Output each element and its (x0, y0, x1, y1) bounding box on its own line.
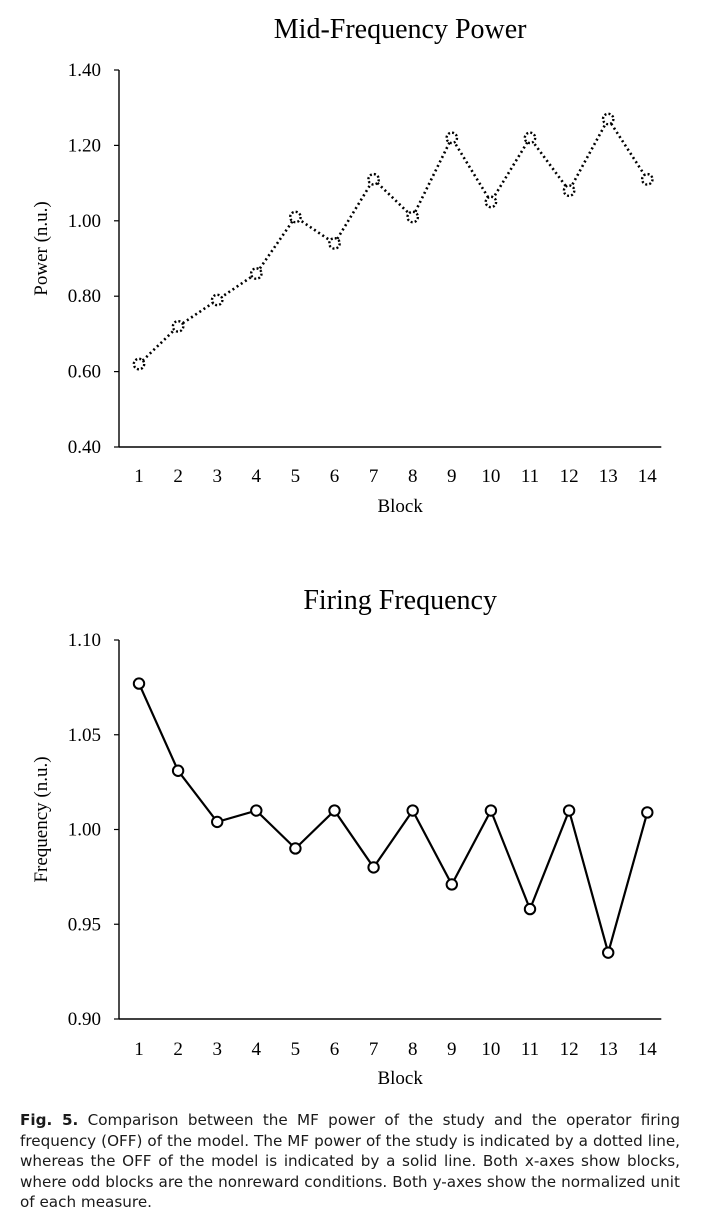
caption-text: Comparison between the MF power of the s… (20, 1111, 680, 1211)
data-point (445, 131, 459, 145)
x-tick-label: 12 (560, 1039, 579, 1060)
x-tick-label: 14 (638, 1039, 658, 1060)
data-point (132, 677, 146, 690)
y-tick-label: 1.40 (68, 60, 101, 81)
x-tick-label: 14 (638, 466, 658, 487)
chart-1: Mid-Frequency Power 0.40 0.60 0.80 1.00 1.20 1… (31, 14, 662, 517)
data-point (249, 267, 263, 280)
data-point (523, 131, 537, 145)
x-axis-label: Block (377, 496, 423, 517)
data-point (406, 804, 419, 817)
x-tick-label: 1 (134, 466, 144, 487)
data-point (210, 293, 224, 307)
data-point (641, 806, 654, 819)
data-point (640, 172, 654, 186)
y-tick-label: 1.00 (68, 211, 101, 232)
y-tick-label: 0.95 (68, 914, 101, 935)
chart-title: Firing Frequency (303, 585, 497, 616)
y-axis-label: Power (n.u.) (31, 201, 52, 295)
data-point (289, 842, 302, 855)
data-point (602, 946, 615, 959)
data-point (484, 195, 498, 209)
y-tick-label: 0.90 (68, 1009, 101, 1030)
y-tick-label: 0.80 (68, 286, 101, 307)
y-tick-label: 1.00 (68, 820, 101, 841)
x-tick-label: 13 (599, 466, 618, 487)
x-tick-label: 6 (330, 466, 340, 487)
x-tick-label: 11 (521, 1039, 539, 1060)
x-tick-label: 4 (252, 1039, 262, 1060)
data-point (328, 237, 341, 250)
x-tick-label: 10 (481, 466, 500, 487)
x-tick-label: 8 (408, 1039, 418, 1060)
series-line (137, 683, 649, 957)
data-point (601, 112, 615, 126)
data-point (171, 764, 185, 777)
y-tick-label: 1.10 (68, 630, 101, 651)
x-tick-label: 9 (447, 1039, 457, 1060)
data-point (132, 357, 146, 371)
x-tick-label: 3 (212, 1039, 222, 1060)
x-tick-label: 3 (212, 466, 222, 487)
y-tick-label: 1.20 (68, 135, 101, 156)
x-tick-label: 7 (369, 1039, 379, 1060)
figure-caption: Fig. 5. Comparison between the MF power … (20, 1110, 680, 1213)
data-point (367, 861, 380, 874)
y-tick-label: 1.05 (68, 725, 101, 746)
x-tick-label: 10 (481, 1039, 500, 1060)
data-point (562, 184, 576, 198)
figure: Mid-Frequency Power 0.40 0.60 0.80 1.00 1.20 1… (31, 14, 662, 1089)
x-tick-label: 4 (252, 466, 262, 487)
chart-title: Mid-Frequency Power (274, 14, 527, 45)
x-tick-label: 12 (560, 466, 579, 487)
data-point (328, 804, 341, 817)
data-point (171, 319, 185, 333)
x-tick-label: 5 (291, 466, 301, 487)
x-axis-label: Block (377, 1068, 423, 1089)
x-tick-label: 8 (408, 466, 418, 487)
series-line (138, 116, 649, 366)
data-point (484, 804, 498, 817)
y-tick-label: 0.40 (68, 437, 101, 458)
data-point (367, 172, 380, 186)
caption-label: Fig. 5. (20, 1111, 79, 1129)
x-tick-label: 9 (447, 466, 457, 487)
x-tick-label: 5 (291, 1039, 301, 1060)
data-point (211, 815, 224, 829)
data-point (523, 902, 537, 916)
data-point (406, 210, 420, 224)
data-point (562, 804, 576, 817)
y-axis-label: Frequency (n.u.) (31, 756, 52, 882)
x-tick-label: 7 (369, 466, 379, 487)
y-tick-label: 0.60 (68, 362, 101, 383)
data-point (445, 878, 458, 891)
x-tick-label: 13 (599, 1039, 618, 1060)
data-point (250, 804, 263, 817)
x-tick-label: 1 (134, 1039, 144, 1060)
x-tick-label: 6 (330, 1039, 340, 1060)
x-tick-label: 2 (173, 466, 183, 487)
data-point (288, 210, 302, 224)
x-tick-label: 2 (173, 1039, 183, 1060)
x-tick-label: 11 (521, 466, 539, 487)
